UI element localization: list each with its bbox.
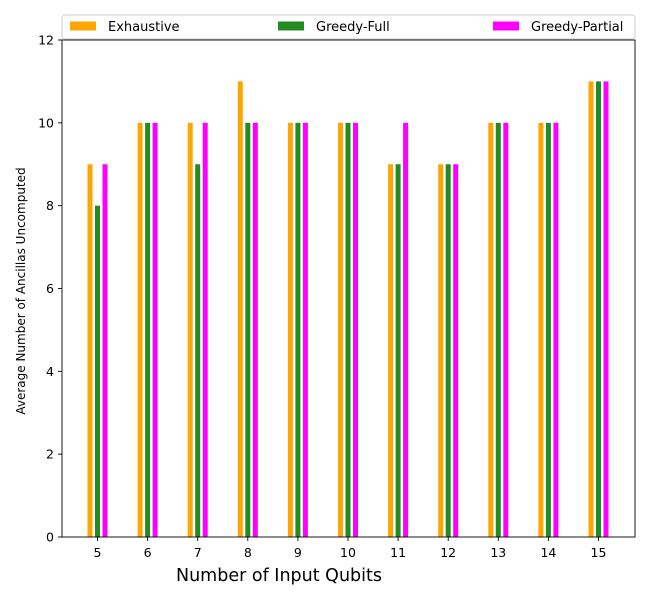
bar-exhaustive-9 (287, 122, 293, 537)
bar-exhaustive-5 (87, 164, 93, 537)
x-axis-title: Number of Input Qubits (176, 566, 382, 586)
bar-exhaustive-6 (137, 122, 143, 537)
legend-label-exhaustive: Exhaustive (108, 20, 180, 35)
bar-greedy-full-5 (95, 205, 100, 538)
y-tick-label-6: 6 (46, 281, 54, 296)
y-tick-label-8: 8 (46, 198, 54, 213)
bar-greedy-full-13 (495, 122, 501, 537)
x-tick-label-13: 13 (490, 545, 506, 560)
bar-exhaustive-8 (237, 81, 243, 538)
bar-greedy-full-11 (395, 164, 401, 537)
x-tick-label-15: 15 (591, 545, 607, 560)
bar-exhaustive-10 (338, 122, 343, 537)
axes-layer: 0 2 4 6 8 10 12 5 6 7 8 9 10 11 12 13 14 15 (38, 33, 636, 560)
y-tick-label-0: 0 (46, 530, 54, 545)
legend: Exhaustive Greedy-Full Greedy-Partial (61, 14, 636, 40)
legend-swatch-greedy-partial (493, 21, 519, 31)
y-axis-title: Average Number of Ancillas Uncomputed (14, 167, 28, 414)
bar-exhaustive-7 (187, 122, 193, 537)
legend-swatch-greedy-full (278, 21, 304, 31)
y-tick-label-2: 2 (46, 447, 54, 462)
bar-greedy-full-8 (245, 122, 251, 537)
x-tick-label-12: 12 (440, 545, 456, 560)
bar-greedy-partial-13 (503, 122, 509, 537)
y-tick-label-10: 10 (38, 115, 54, 130)
bar-greedy-partial-8 (252, 122, 258, 537)
bar-greedy-full-15 (596, 81, 601, 538)
bar-greedy-partial-5 (102, 164, 108, 537)
bar-greedy-full-7 (195, 164, 201, 537)
legend-box (61, 14, 636, 40)
legend-swatch-exhaustive (70, 21, 96, 31)
bars-layer (87, 81, 609, 538)
x-tick-label-9: 9 (294, 545, 302, 560)
bar-greedy-full-12 (445, 164, 451, 537)
bar-exhaustive-12 (438, 164, 444, 537)
bar-exhaustive-15 (588, 81, 594, 538)
legend-label-greedy-partial: Greedy-Partial (531, 20, 623, 35)
x-tick-label-8: 8 (244, 545, 252, 560)
x-tick-label-14: 14 (540, 545, 556, 560)
x-tick-label-7: 7 (194, 545, 202, 560)
bar-greedy-full-14 (545, 122, 551, 537)
x-tick-label-11: 11 (390, 545, 406, 560)
y-tick-label-12: 12 (38, 33, 54, 48)
bar-greedy-partial-10 (353, 122, 358, 537)
bar-greedy-partial-7 (202, 122, 208, 537)
bar-greedy-full-6 (145, 122, 151, 537)
x-tick-label-5: 5 (94, 545, 102, 560)
bar-greedy-full-10 (345, 122, 351, 537)
bar-greedy-partial-9 (302, 122, 308, 537)
y-tick-label-4: 4 (46, 364, 54, 379)
bar-exhaustive-11 (388, 164, 394, 537)
bar-greedy-partial-6 (152, 122, 158, 537)
x-tick-label-6: 6 (144, 545, 152, 560)
bar-exhaustive-14 (538, 122, 544, 537)
bar-greedy-partial-12 (453, 164, 459, 537)
legend-label-greedy-full: Greedy-Full (316, 20, 390, 35)
bar-greedy-partial-14 (553, 122, 559, 537)
bar-greedy-full-9 (295, 122, 301, 537)
x-tick-label-10: 10 (340, 545, 356, 560)
bar-greedy-partial-15 (603, 81, 609, 538)
bar-greedy-partial-11 (403, 122, 409, 537)
bar-exhaustive-13 (488, 122, 494, 537)
